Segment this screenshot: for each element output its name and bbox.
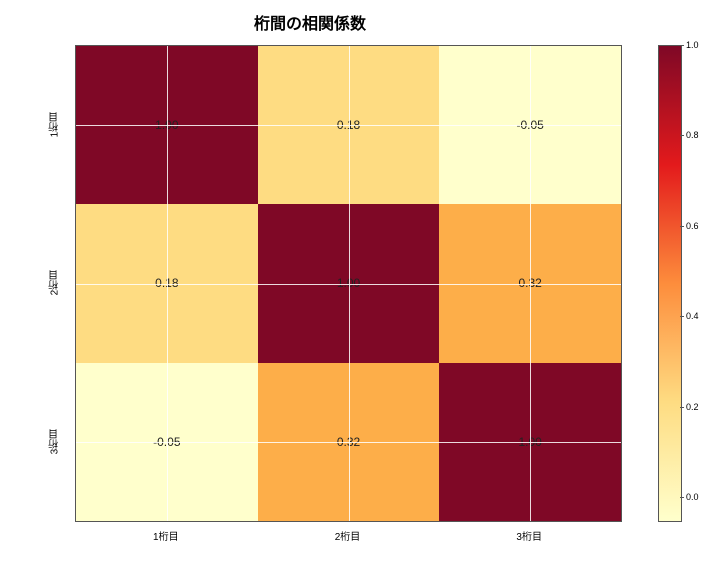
gridline-h [76,125,621,126]
correlation-heatmap: 桁間の相関係数 1桁目 2桁目 3桁目 1.00 0.18 -0.05 0.18… [0,0,720,576]
colorbar [658,45,680,520]
colorbar-tick-label: 1.0 [686,40,699,50]
x-axis-labels: 1桁目 2桁目 3桁目 [75,525,620,545]
chart-title: 桁間の相関係数 [0,10,620,34]
colorbar-tick-label: 0.8 [686,130,699,140]
y-label-1: 2桁目 [40,203,70,361]
heatmap-grid: 1.00 0.18 -0.05 0.18 1.00 0.32 -0.05 0.3… [75,45,622,522]
colorbar-tick-mark [680,407,684,408]
y-label-2: 3桁目 [40,362,70,520]
colorbar-tick-mark [680,497,684,498]
colorbar-tick-label: 0.6 [686,221,699,231]
colorbar-gradient [658,45,682,522]
colorbar-tick-mark [680,226,684,227]
x-label-0: 1桁目 [75,525,257,545]
colorbar-tick-label: 0.4 [686,311,699,321]
colorbar-tick-mark [680,135,684,136]
y-label-0: 1桁目 [40,45,70,203]
colorbar-tick-mark [680,45,684,46]
x-label-1: 2桁目 [257,525,439,545]
colorbar-tick-label: 0.2 [686,402,699,412]
gridline-h [76,442,621,443]
gridline-h [76,284,621,285]
colorbar-tick-mark [680,316,684,317]
y-axis-labels: 1桁目 2桁目 3桁目 [40,45,70,520]
colorbar-ticks: 0.00.20.40.60.81.0 [682,45,712,520]
x-label-2: 3桁目 [438,525,620,545]
colorbar-tick-label: 0.0 [686,492,699,502]
